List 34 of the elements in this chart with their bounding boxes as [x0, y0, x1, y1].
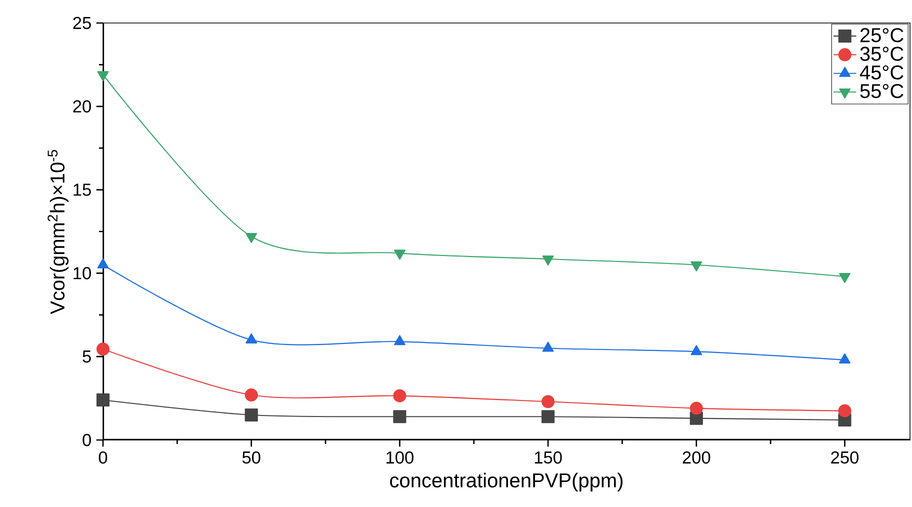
point	[246, 232, 258, 244]
point	[838, 404, 852, 418]
x-tick-label: 100	[386, 451, 414, 464]
x-tick-label: 50	[242, 451, 260, 464]
legend-label: 25°C	[860, 28, 904, 42]
point	[542, 255, 554, 266]
point	[542, 410, 555, 424]
point	[394, 250, 406, 260]
x-tick-label: 200	[682, 451, 710, 464]
legend-label: 55°C	[860, 84, 904, 98]
y-tick-label: 5	[82, 350, 91, 363]
y-tick-label: 20	[73, 100, 91, 113]
point	[97, 71, 109, 82]
point	[542, 395, 555, 408]
x-tick-label: 150	[534, 451, 562, 464]
point	[393, 410, 406, 424]
x-tick-label: 250	[831, 451, 859, 464]
y-tick-label: 15	[74, 184, 91, 196]
point	[393, 389, 406, 402]
point	[690, 402, 703, 415]
point	[839, 273, 850, 284]
legend-label: 45°C	[860, 65, 904, 80]
point	[96, 342, 110, 356]
point	[244, 408, 258, 422]
y-tick-label: 25	[73, 16, 91, 30]
point	[244, 388, 258, 402]
legend-label: 35°C	[860, 46, 904, 61]
y-tick-label: 10	[74, 267, 91, 280]
point	[690, 261, 702, 272]
point	[96, 393, 110, 407]
y-tick-label: 0	[82, 434, 91, 446]
x-tick-label: 0	[98, 451, 108, 464]
x-axis-title: concentrationenPVP(ppm)	[390, 472, 623, 492]
y-axis-title: Vcor(gmm$^{2}$h)×10$^{-5}$	[48, 150, 69, 314]
